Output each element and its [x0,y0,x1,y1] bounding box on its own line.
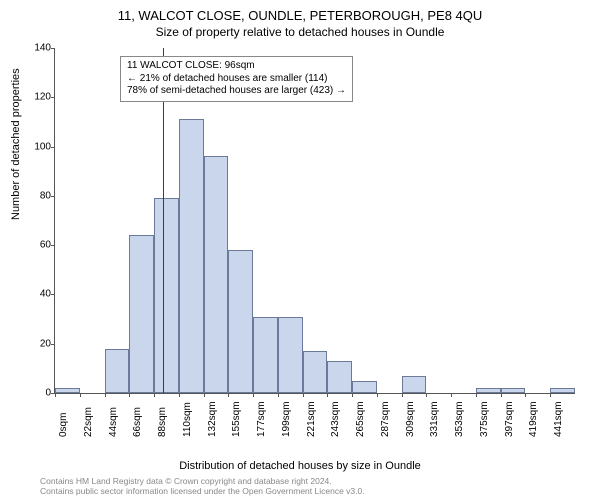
x-tick-mark [451,393,452,397]
histogram-bar [278,317,303,393]
histogram-bar [105,349,130,393]
x-tick-mark [105,393,106,397]
annotation-line1: 11 WALCOT CLOSE: 96sqm [127,60,346,73]
annotation-box: 11 WALCOT CLOSE: 96sqm ← 21% of detached… [120,56,353,102]
x-tick-label: 155sqm [231,401,242,437]
histogram-bar [55,388,80,393]
y-tick-label: 140 [23,43,51,54]
chart-subtitle: Size of property relative to detached ho… [0,23,600,39]
x-tick-mark [154,393,155,397]
x-tick-mark [303,393,304,397]
x-axis-label: Distribution of detached houses by size … [0,460,600,472]
y-tick-label: 20 [23,338,51,349]
x-tick-label: 44sqm [108,407,119,437]
y-tick-mark [51,147,55,148]
annotation-line3: 78% of semi-detached houses are larger (… [127,85,346,98]
x-tick-mark [278,393,279,397]
x-tick-mark [80,393,81,397]
histogram-bar [179,119,204,393]
y-tick-label: 60 [23,240,51,251]
x-tick-label: 419sqm [528,401,539,437]
histogram-bar [204,156,229,393]
footer: Contains HM Land Registry data © Crown c… [40,476,365,496]
x-tick-label: 0sqm [58,413,69,437]
y-tick-mark [51,294,55,295]
y-tick-mark [51,97,55,98]
histogram-bar [352,381,377,393]
x-tick-label: 353sqm [454,401,465,437]
histogram-bar [402,376,427,393]
histogram-bar [476,388,501,393]
y-tick-label: 80 [23,190,51,201]
x-tick-mark [253,393,254,397]
x-tick-mark [525,393,526,397]
x-tick-label: 309sqm [405,401,416,437]
x-tick-mark [327,393,328,397]
x-tick-mark [352,393,353,397]
x-tick-label: 177sqm [256,401,267,437]
x-tick-label: 331sqm [429,401,440,437]
histogram-bar [327,361,352,393]
chart-title: 11, WALCOT CLOSE, OUNDLE, PETERBOROUGH, … [0,0,600,23]
footer-line2: Contains public sector information licen… [40,486,365,496]
x-tick-label: 66sqm [132,407,143,437]
annotation-line2: ← 21% of detached houses are smaller (11… [127,73,346,86]
y-tick-label: 100 [23,141,51,152]
x-tick-mark [426,393,427,397]
chart-container: 11, WALCOT CLOSE, OUNDLE, PETERBOROUGH, … [0,0,600,500]
y-tick-mark [51,245,55,246]
x-tick-mark [228,393,229,397]
x-tick-label: 132sqm [207,401,218,437]
x-tick-label: 110sqm [182,402,193,437]
histogram-bar [228,250,253,393]
x-tick-label: 88sqm [157,407,168,437]
histogram-bar [550,388,575,393]
x-tick-mark [476,393,477,397]
y-tick-label: 40 [23,289,51,300]
x-tick-mark [55,393,56,397]
footer-line1: Contains HM Land Registry data © Crown c… [40,476,365,486]
x-tick-label: 221sqm [306,401,317,437]
x-tick-mark [402,393,403,397]
x-tick-mark [204,393,205,397]
x-tick-label: 22sqm [83,407,94,437]
x-tick-mark [501,393,502,397]
histogram-bar [303,351,328,393]
y-tick-mark [51,344,55,345]
x-tick-label: 199sqm [281,401,292,437]
histogram-bar [501,388,526,393]
x-tick-label: 397sqm [504,401,515,437]
chart-area: 0204060801001201400sqm22sqm44sqm66sqm88s… [54,48,574,393]
x-tick-mark [129,393,130,397]
x-tick-label: 287sqm [380,401,391,437]
x-tick-mark [550,393,551,397]
x-tick-mark [179,393,180,397]
histogram-bar [129,235,154,393]
y-tick-label: 120 [23,92,51,103]
x-tick-label: 243sqm [330,401,341,437]
histogram-bar [253,317,278,393]
x-tick-mark [377,393,378,397]
x-tick-label: 441sqm [553,401,564,437]
x-tick-label: 375sqm [479,401,490,437]
x-tick-label: 265sqm [355,401,366,437]
y-tick-label: 0 [23,388,51,399]
y-axis-label: Number of detached properties [10,68,22,220]
y-tick-mark [51,196,55,197]
histogram-bar [154,198,179,393]
y-tick-mark [51,48,55,49]
